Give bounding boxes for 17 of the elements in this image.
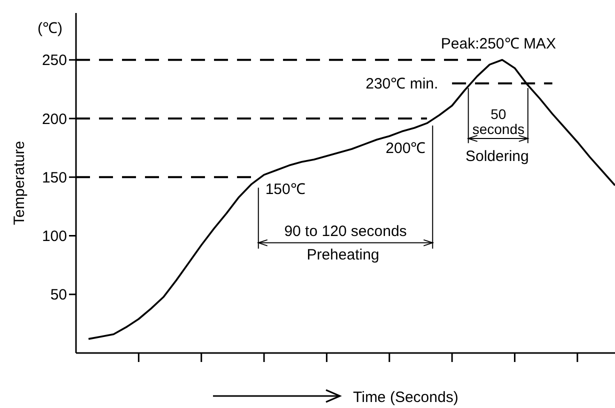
annotation: Preheating [306, 246, 380, 264]
annotation: 50 seconds [472, 106, 525, 137]
y-axis-title: Temperature [11, 140, 28, 226]
y-tick-label: 200 [42, 110, 67, 128]
y-tick-label: 150 [42, 169, 67, 186]
y-tick-label: 50 [50, 286, 67, 304]
y-tick-label: 100 [42, 228, 67, 246]
annotation: 90 to 120 seconds [284, 223, 407, 240]
line-series [88, 58, 615, 340]
annotation: 230℃ min. [366, 75, 438, 92]
annotation: Peak:250℃ MAX [440, 35, 556, 52]
annotation: 200℃ [386, 140, 426, 157]
annotation: 150℃ [265, 180, 306, 198]
x-axis-title: Time (Seconds) [353, 389, 458, 406]
y-tick-label: 250 [42, 52, 67, 70]
annotation: Soldering [465, 148, 529, 166]
text: (℃) [38, 20, 62, 37]
